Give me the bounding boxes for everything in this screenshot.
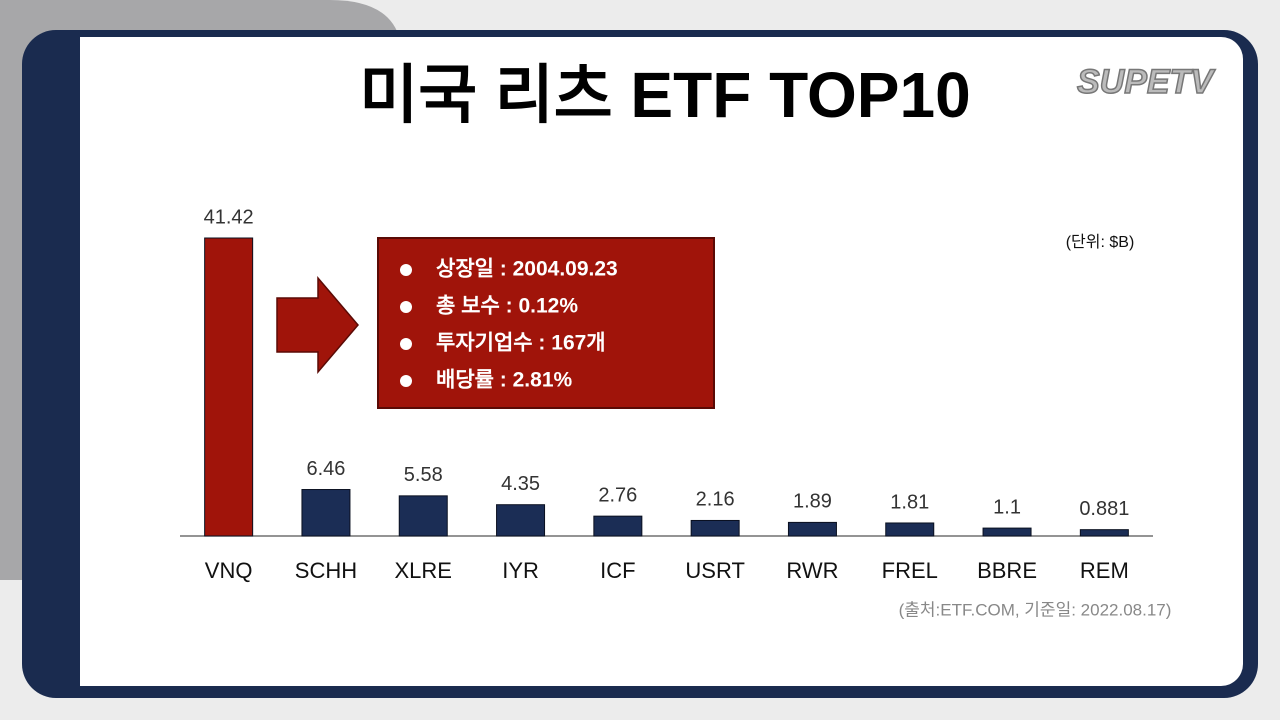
source-note: (출처:ETF.COM, 기준일: 2022.08.17) <box>899 600 1172 619</box>
bullet <box>400 338 412 350</box>
bar <box>301 489 351 537</box>
x-tick-label: XLRE <box>395 558 452 583</box>
callout-item: 투자기업수 : 167개 <box>436 332 606 355</box>
x-tick-label: RWR <box>786 558 838 583</box>
x-tick-label: SCHH <box>295 558 357 583</box>
value-label: 1.1 <box>993 496 1021 518</box>
bullet <box>400 375 412 387</box>
x-tick-label: BBRE <box>977 558 1037 583</box>
x-tick-label: FREL <box>882 558 938 583</box>
bar <box>787 521 837 537</box>
bar <box>885 522 935 537</box>
value-label: 4.35 <box>501 473 540 495</box>
value-label: 1.81 <box>890 491 929 513</box>
value-label: 0.881 <box>1079 498 1129 520</box>
x-tick-label: REM <box>1080 558 1129 583</box>
panel-edge <box>80 37 110 686</box>
bullet <box>400 301 412 313</box>
bar <box>204 237 254 537</box>
value-label: 2.16 <box>696 489 735 511</box>
x-tick-label: USRT <box>685 558 745 583</box>
callout-item: 총 보수 : 0.12% <box>436 295 578 318</box>
bar <box>1079 529 1129 537</box>
value-label: 5.58 <box>404 464 443 486</box>
callout-item: 배당률 : 2.81% <box>436 369 572 392</box>
arrow <box>276 275 359 375</box>
bar <box>593 515 643 537</box>
bar <box>398 495 448 537</box>
value-label: 1.89 <box>793 491 832 513</box>
bar <box>496 504 546 537</box>
callout-item: 상장일 : 2004.09.23 <box>436 258 618 281</box>
callout-box <box>377 237 715 409</box>
logo: SUPETV <box>1077 63 1216 101</box>
bullet <box>400 264 412 276</box>
value-label: 41.42 <box>204 206 254 228</box>
bar <box>690 519 740 537</box>
unit-note: (단위: $B) <box>1066 233 1135 251</box>
x-tick-label: IYR <box>502 558 539 583</box>
value-label: 2.76 <box>598 484 637 506</box>
chart-title: 미국 리츠 ETF TOP10 <box>359 59 970 131</box>
bar <box>982 527 1032 537</box>
x-tick-label: ICF <box>600 558 635 583</box>
value-label: 6.46 <box>306 458 345 480</box>
x-tick-label: VNQ <box>205 558 253 583</box>
